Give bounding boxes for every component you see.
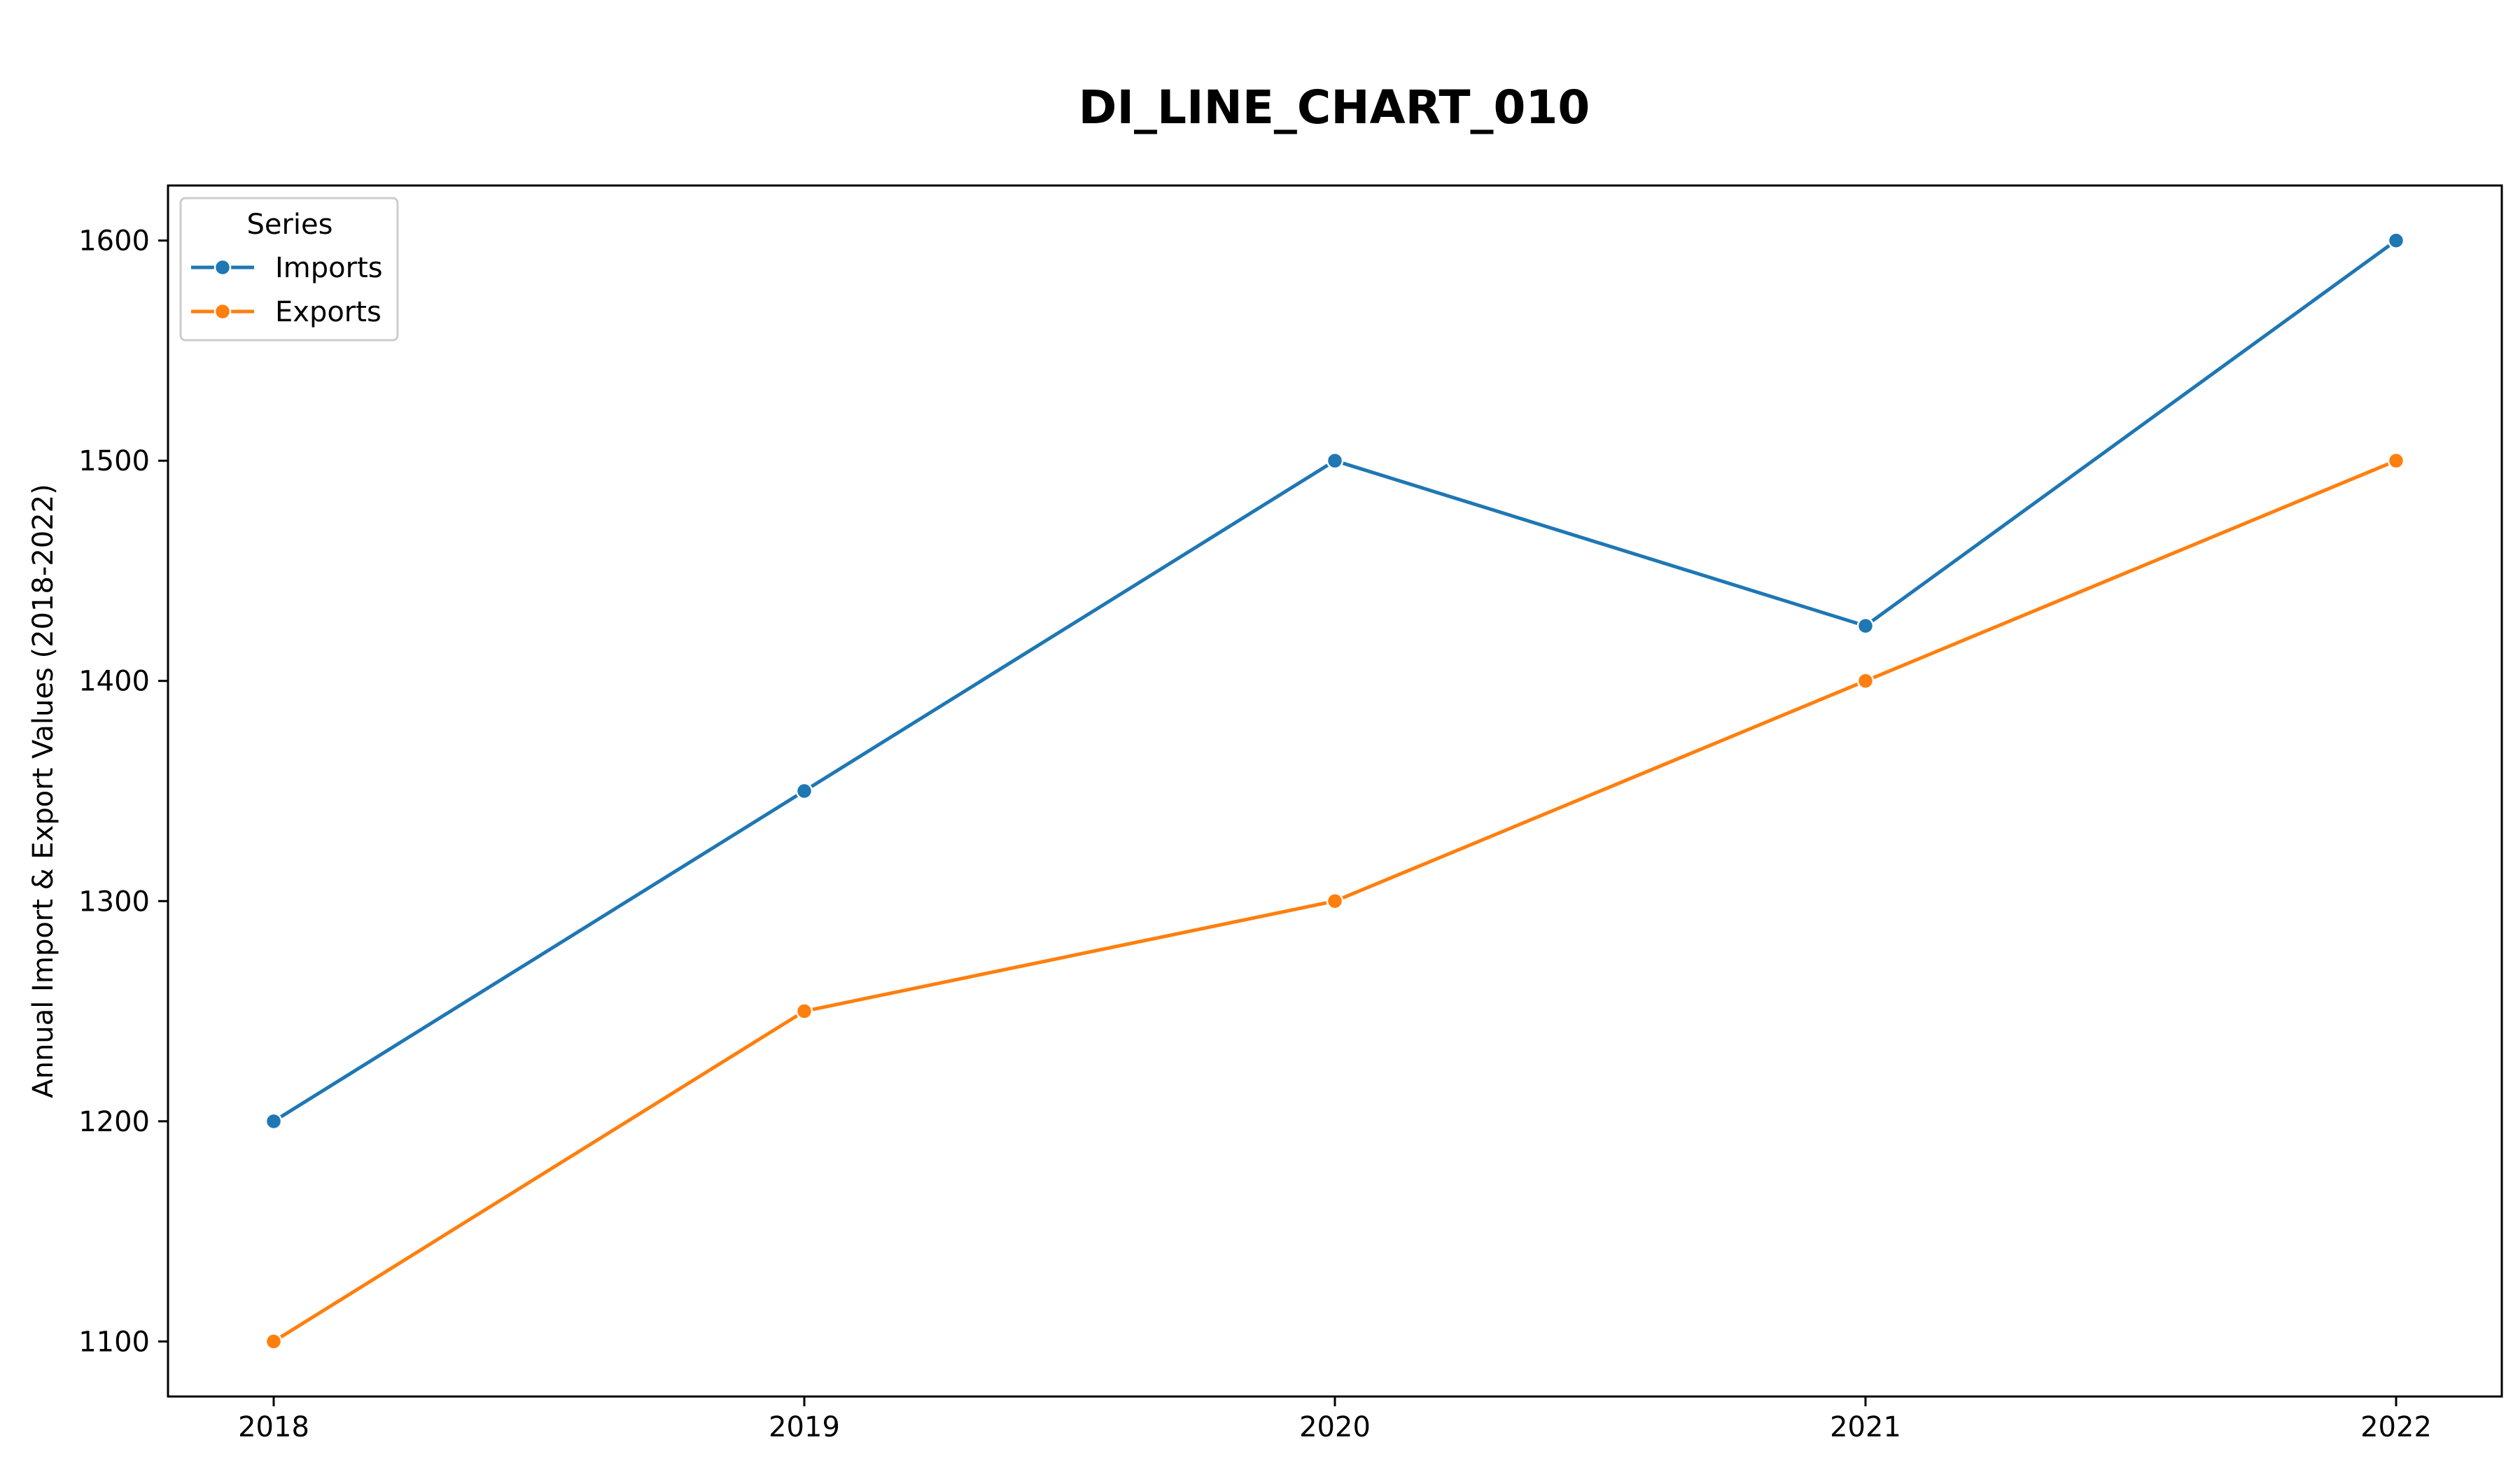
legend-marker-imports <box>214 258 232 276</box>
y-tick-label: 1200 <box>78 1106 150 1138</box>
y-tick-label: 1600 <box>78 225 150 258</box>
y-tick-label: 1400 <box>78 666 150 698</box>
x-tick-label: 2020 <box>1299 1411 1371 1443</box>
chart-title: DI_LINE_CHART_010 <box>1079 80 1590 134</box>
data-point-imports <box>265 1112 283 1130</box>
legend-label-imports: Imports <box>275 252 383 284</box>
data-point-imports <box>795 782 813 800</box>
legend-marker-exports <box>214 302 232 321</box>
data-point-imports <box>2387 232 2405 249</box>
series-layer <box>265 232 2405 1350</box>
x-axis: 2018 2019 2020 2021 2022 <box>238 1396 2432 1443</box>
y-tick-label: 1100 <box>78 1326 150 1358</box>
legend-label-exports: Exports <box>275 296 382 328</box>
x-tick-label: 2021 <box>1830 1411 1901 1443</box>
legend-entries: Imports Exports <box>191 252 383 328</box>
data-point-exports <box>265 1333 283 1350</box>
legend-title: Series <box>246 209 332 241</box>
data-point-imports <box>1326 451 1344 470</box>
y-tick-label: 1500 <box>78 445 150 477</box>
x-tick-label: 2018 <box>238 1411 309 1443</box>
x-tick-label: 2022 <box>2360 1411 2432 1443</box>
y-axis-title: Annual Import & Export Values (2018-2022… <box>27 484 59 1098</box>
data-point-exports <box>1326 892 1344 910</box>
data-point-exports <box>795 1002 813 1020</box>
x-tick-label: 2019 <box>769 1411 840 1443</box>
data-point-exports <box>1856 672 1875 690</box>
y-tick-label: 1300 <box>78 886 150 918</box>
data-point-imports <box>1856 617 1875 635</box>
plot-area <box>167 184 2503 1398</box>
y-axis: 1100 1200 1300 1400 1500 1600 <box>78 225 168 1358</box>
data-point-exports <box>2387 451 2405 470</box>
legend-box <box>179 197 399 342</box>
legend: Series Imports Exports <box>179 197 399 342</box>
